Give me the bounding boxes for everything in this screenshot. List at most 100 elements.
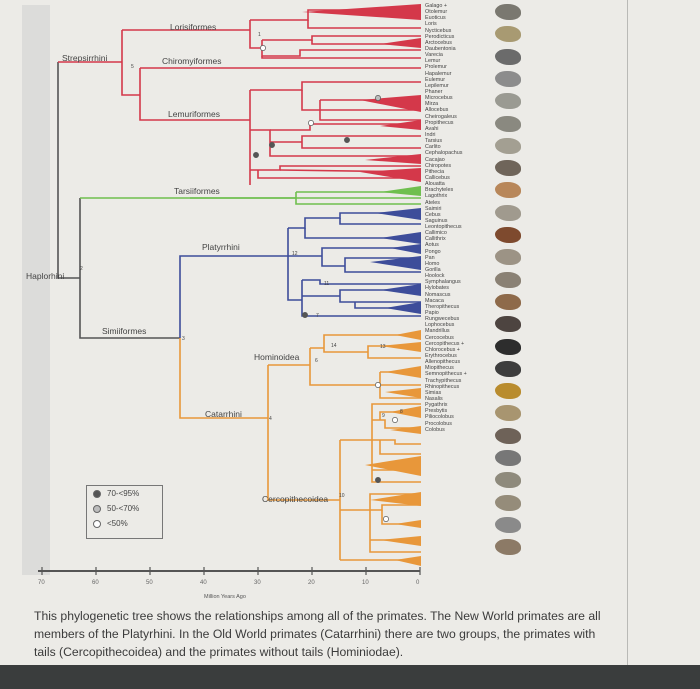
tree-branch <box>250 165 421 179</box>
tree-branch <box>270 123 421 131</box>
taxon-label: Homo <box>425 260 440 267</box>
node-number: 12 <box>292 251 298 257</box>
taxon-label: Galago + <box>425 3 448 9</box>
taxon-label: Euoticus <box>425 15 446 22</box>
clade-wedge <box>380 232 421 244</box>
node-number: 8 <box>400 409 403 415</box>
node-support-dot <box>383 516 389 522</box>
primate-illustration-icon <box>495 472 521 489</box>
primate-illustration-icon <box>495 316 521 333</box>
tree-branch <box>179 255 288 338</box>
clade-label-simiiformes: Simiiformes <box>102 326 146 336</box>
primate-illustration-icon <box>495 249 521 266</box>
node-number: 5 <box>131 64 134 70</box>
tree-branch <box>288 212 421 229</box>
clade-wedge <box>395 556 421 566</box>
taxon-label: Varecia <box>425 52 443 59</box>
clade-wedge <box>385 388 421 398</box>
taxon-label: Rhinopithecus <box>425 383 460 390</box>
node-support-dot <box>269 142 275 148</box>
taxon-label: Lemur <box>425 58 441 65</box>
taxon-label: Lophocebus <box>425 322 455 329</box>
tree-branch <box>371 439 421 483</box>
axis-tick-label: 50 <box>146 580 153 586</box>
clade-wedge <box>380 284 421 296</box>
tree-branch <box>340 493 421 511</box>
clade-wedge <box>380 186 421 196</box>
clade-label-catarrhini: Catarrhini <box>205 409 242 419</box>
primate-illustration-icon <box>495 450 521 466</box>
taxon-label: Pithecia <box>425 168 445 175</box>
taxon-label: Indri <box>425 131 436 138</box>
taxon-label: Procolobus <box>425 420 452 427</box>
taxon-label: Allocebus <box>425 107 449 114</box>
axis-tick-label: 40 <box>200 580 207 586</box>
node-number: 2 <box>80 266 83 272</box>
time-band <box>22 5 50 575</box>
primate-illustration-icon <box>495 271 521 288</box>
clade-label-hominoidea: Hominoidea <box>254 352 300 362</box>
node-support-dot <box>253 152 259 158</box>
taxon-label: Hapalemur <box>425 70 452 77</box>
node-number: 7 <box>316 313 319 319</box>
primate-illustration-icon <box>495 204 521 221</box>
taxon-label: Trachypithecus <box>425 377 462 384</box>
taxon-label: Hylobates <box>425 285 449 292</box>
support-high-icon <box>93 489 101 498</box>
node-number: 11 <box>324 281 329 287</box>
taxon-label: Cheirogaleus <box>425 113 457 120</box>
taxon-label: Rungwecebus <box>425 316 460 323</box>
taxon-label: Arctocebus <box>425 39 452 46</box>
clade-wedge <box>370 256 421 270</box>
clade-wedge <box>380 536 421 546</box>
primate-illustrations <box>495 0 525 570</box>
legend-item: 50-<70% <box>87 501 162 516</box>
taxon-label: Gorilla <box>425 267 441 274</box>
primate-illustration-icon <box>495 115 521 132</box>
tree-branch <box>249 20 262 49</box>
taxon-label: Symphalangus <box>425 279 461 286</box>
support-mid-icon <box>93 504 101 513</box>
tree-branch <box>301 280 421 317</box>
node-number: 9 <box>382 413 385 419</box>
clade-wedge <box>380 38 421 48</box>
primate-illustration-icon <box>495 137 521 154</box>
clade-wedge <box>385 366 421 378</box>
stem-branch <box>57 62 80 279</box>
taxon-label: Pongo <box>425 248 441 255</box>
clade-wedge <box>365 154 421 164</box>
taxon-label: Cephalopachus <box>425 150 463 157</box>
taxon-label: Macaca <box>425 297 444 304</box>
primate-illustration-icon <box>495 516 521 533</box>
clade-wedge <box>365 456 421 476</box>
tree-branch <box>250 129 421 157</box>
taxon-label: Allenopithecus <box>425 359 461 366</box>
taxon-label: Saguinus <box>425 217 448 224</box>
taxa-list: Galago + Otolemur Euoticus Loris Nycticebus P… <box>425 3 495 433</box>
tree-branch <box>288 247 421 273</box>
node-number: 1 <box>258 32 261 38</box>
legend-label: 70-<95% <box>107 489 140 498</box>
taxon-label: Cacajao <box>425 156 445 163</box>
taxon-label: Papio <box>425 310 439 317</box>
clade-label-platyrrhini: Platyrrhini <box>202 242 240 252</box>
primate-illustration-icon <box>495 338 521 355</box>
clade-wedge <box>380 120 421 130</box>
axis-label: Million Years Ago <box>204 594 246 600</box>
tree-branch <box>179 338 268 419</box>
tree-wedges <box>302 4 421 566</box>
tree-branch <box>340 510 421 561</box>
support-low-icon <box>93 519 101 528</box>
taxon-label: Pygathrix <box>425 402 448 409</box>
taxon-label: Avahi <box>425 125 439 132</box>
taxon-label: Hoolock <box>425 273 445 280</box>
taxon-label: Simias <box>425 389 442 396</box>
taxon-label: Piliocolobus <box>425 414 454 421</box>
clade-wedge <box>360 95 421 112</box>
axis-tick-label: 0 <box>416 580 420 586</box>
taxon-label: Tarsius <box>425 138 443 145</box>
tree-branch <box>139 68 250 121</box>
clade-label-chiromyiformes: Chiromyiformes <box>162 56 222 66</box>
haplorhini-stem <box>79 198 180 339</box>
